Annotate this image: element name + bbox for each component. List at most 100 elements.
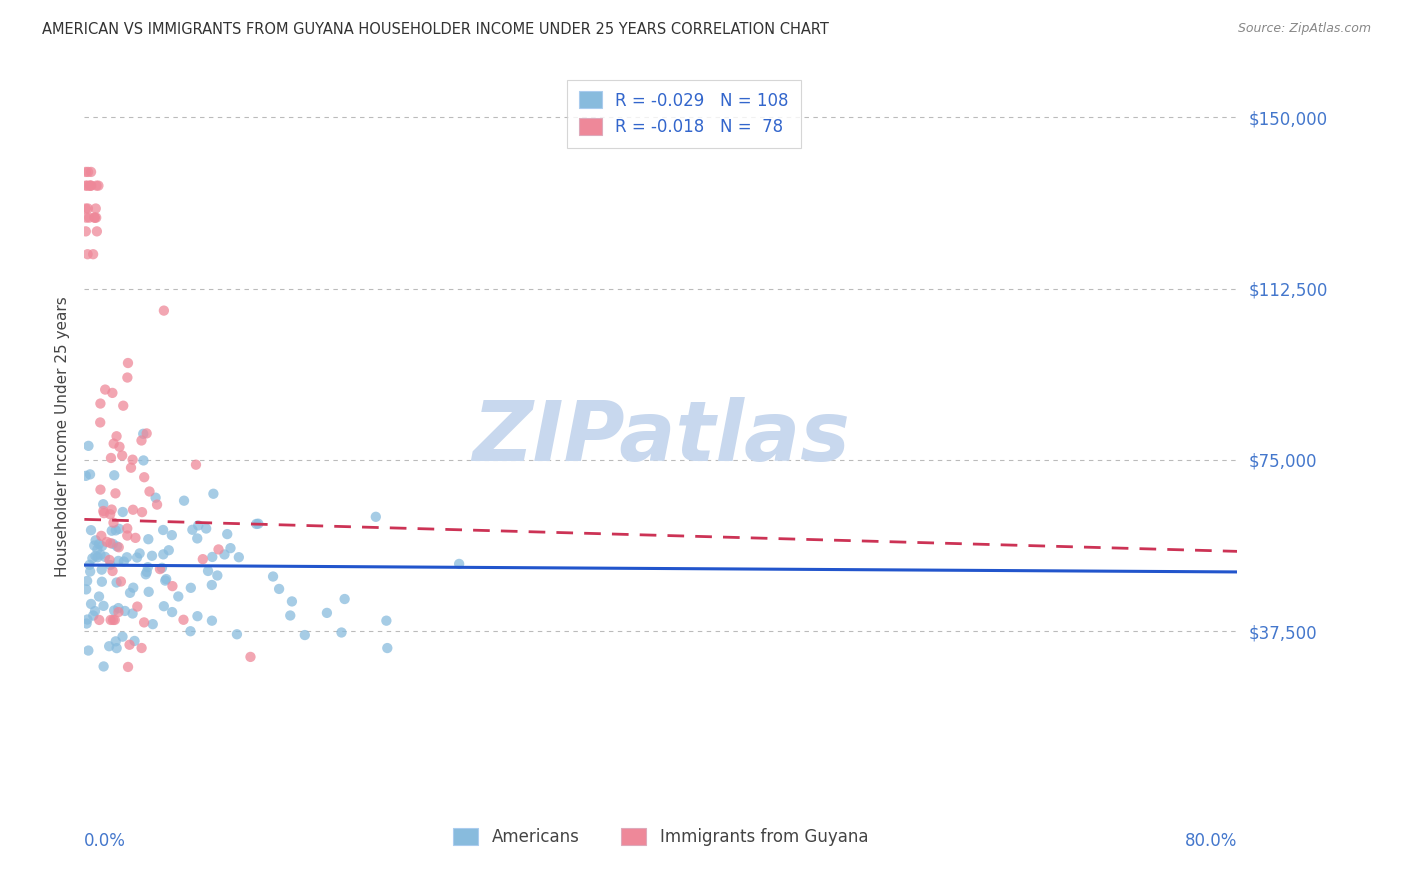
Text: Source: ZipAtlas.com: Source: ZipAtlas.com bbox=[1237, 22, 1371, 36]
Point bbox=[207, 542, 229, 557]
Point bbox=[80, 523, 103, 537]
Legend: Americans, Immigrants from Guyana: Americans, Immigrants from Guyana bbox=[447, 822, 875, 853]
Point bbox=[79, 178, 101, 193]
Point bbox=[111, 630, 134, 644]
Point bbox=[100, 450, 122, 465]
Point bbox=[114, 604, 136, 618]
Point bbox=[83, 539, 105, 553]
Point bbox=[103, 516, 125, 530]
Point bbox=[186, 609, 208, 624]
Point bbox=[84, 604, 107, 618]
Point bbox=[79, 178, 101, 193]
Point bbox=[181, 523, 204, 537]
Point bbox=[89, 613, 111, 627]
Point bbox=[121, 452, 143, 467]
Point bbox=[120, 460, 142, 475]
Point bbox=[138, 484, 160, 499]
Point bbox=[79, 558, 101, 572]
Point bbox=[195, 522, 218, 536]
Point bbox=[105, 641, 128, 656]
Point bbox=[201, 614, 224, 628]
Point bbox=[90, 529, 112, 543]
Point bbox=[124, 634, 146, 648]
Point bbox=[104, 524, 127, 538]
Point bbox=[117, 370, 139, 384]
Text: AMERICAN VS IMMIGRANTS FROM GUYANA HOUSEHOLDER INCOME UNDER 25 YEARS CORRELATION: AMERICAN VS IMMIGRANTS FROM GUYANA HOUSE… bbox=[42, 22, 830, 37]
Point bbox=[141, 549, 163, 563]
Point bbox=[173, 493, 195, 508]
Point bbox=[157, 543, 180, 558]
Point bbox=[117, 521, 139, 535]
Point bbox=[449, 557, 471, 571]
Point bbox=[160, 528, 183, 542]
Point bbox=[105, 429, 128, 443]
Point bbox=[118, 638, 141, 652]
Point bbox=[93, 599, 115, 613]
Point bbox=[76, 574, 98, 588]
Point bbox=[104, 613, 127, 627]
Point bbox=[87, 590, 110, 604]
Point bbox=[76, 178, 98, 193]
Point bbox=[146, 498, 169, 512]
Point bbox=[80, 178, 103, 193]
Point bbox=[82, 608, 104, 623]
Point bbox=[110, 574, 132, 589]
Point bbox=[131, 434, 153, 448]
Point bbox=[136, 560, 159, 574]
Point bbox=[269, 582, 291, 596]
Point bbox=[89, 483, 111, 497]
Point bbox=[98, 507, 121, 521]
Point bbox=[90, 574, 112, 589]
Point bbox=[94, 549, 117, 564]
Point bbox=[89, 548, 111, 562]
Point bbox=[87, 537, 110, 551]
Point bbox=[180, 581, 202, 595]
Point bbox=[132, 426, 155, 441]
Point bbox=[330, 625, 353, 640]
Point bbox=[103, 468, 125, 483]
Point bbox=[105, 575, 128, 590]
Point bbox=[121, 607, 143, 621]
Point bbox=[100, 536, 122, 550]
Point bbox=[132, 615, 155, 630]
Point bbox=[89, 396, 111, 410]
Point bbox=[77, 643, 100, 657]
Point bbox=[112, 554, 135, 568]
Point bbox=[108, 522, 131, 536]
Point bbox=[202, 487, 225, 501]
Point bbox=[98, 553, 121, 567]
Point bbox=[75, 468, 97, 483]
Point bbox=[186, 532, 208, 546]
Point bbox=[82, 247, 104, 261]
Point bbox=[76, 616, 98, 631]
Point bbox=[75, 224, 97, 238]
Point bbox=[112, 399, 135, 413]
Point bbox=[89, 416, 111, 430]
Point bbox=[75, 165, 97, 179]
Point bbox=[111, 449, 134, 463]
Point bbox=[90, 563, 112, 577]
Point bbox=[76, 613, 98, 627]
Point bbox=[142, 617, 165, 632]
Point bbox=[84, 549, 107, 563]
Point bbox=[107, 541, 129, 555]
Point bbox=[77, 202, 100, 216]
Point bbox=[281, 594, 304, 608]
Point bbox=[197, 564, 219, 578]
Point bbox=[167, 590, 190, 604]
Point bbox=[100, 524, 122, 538]
Point bbox=[173, 613, 195, 627]
Point bbox=[84, 211, 107, 225]
Point bbox=[135, 567, 157, 582]
Point bbox=[84, 533, 107, 548]
Point bbox=[375, 641, 398, 656]
Point bbox=[111, 505, 134, 519]
Point bbox=[75, 211, 97, 225]
Point bbox=[278, 608, 301, 623]
Point bbox=[93, 659, 115, 673]
Point bbox=[86, 550, 108, 565]
Point bbox=[98, 639, 121, 653]
Point bbox=[134, 470, 156, 484]
Point bbox=[91, 504, 114, 518]
Point bbox=[105, 540, 128, 554]
